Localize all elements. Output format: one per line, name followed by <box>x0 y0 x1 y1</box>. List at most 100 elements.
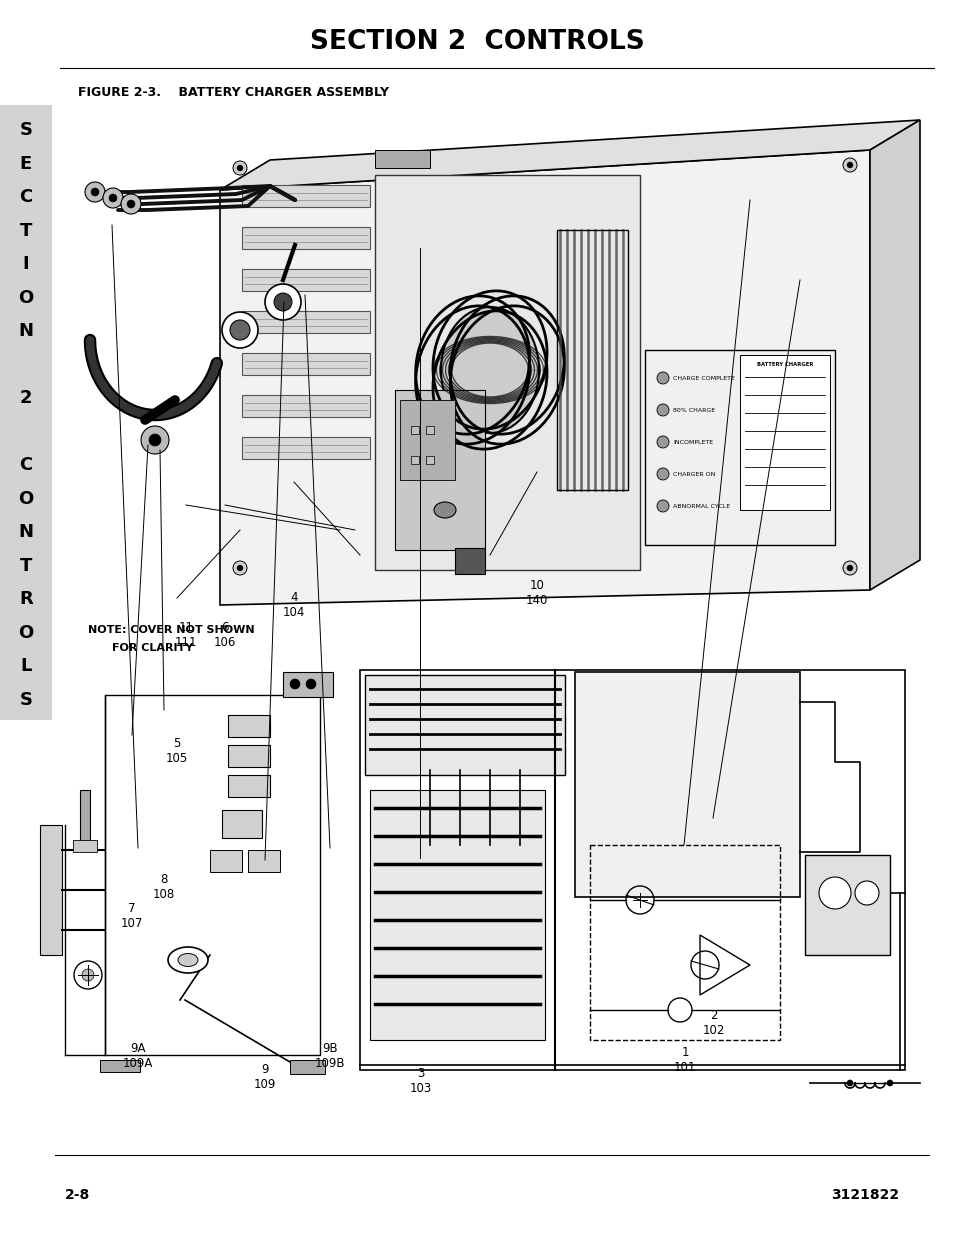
Text: S: S <box>19 692 32 709</box>
Bar <box>242 269 370 291</box>
Bar <box>222 810 262 839</box>
Text: SECTION 2  CONTROLS: SECTION 2 CONTROLS <box>310 28 643 56</box>
Text: T: T <box>20 557 32 574</box>
Bar <box>0 105 52 720</box>
Text: T: T <box>20 221 32 240</box>
Circle shape <box>236 165 243 170</box>
Bar <box>365 676 564 776</box>
Text: 5
105: 5 105 <box>165 737 188 764</box>
Ellipse shape <box>440 308 538 433</box>
Polygon shape <box>869 120 919 590</box>
Bar <box>375 149 430 168</box>
Text: N: N <box>18 322 33 340</box>
Bar <box>426 426 434 433</box>
Circle shape <box>657 468 668 480</box>
Text: CHARGER ON: CHARGER ON <box>672 472 715 477</box>
Circle shape <box>274 293 292 311</box>
Circle shape <box>854 881 878 905</box>
Text: O: O <box>18 289 33 306</box>
Text: FOR CLARITY: FOR CLARITY <box>112 643 193 653</box>
Bar <box>105 695 319 1055</box>
Circle shape <box>846 162 852 168</box>
Bar <box>242 437 370 459</box>
Text: 2
102: 2 102 <box>701 1009 724 1036</box>
Text: 3
103: 3 103 <box>409 1067 432 1094</box>
Bar <box>73 840 97 852</box>
Bar <box>370 790 544 1040</box>
Bar <box>399 400 455 480</box>
Text: 11
111: 11 111 <box>174 621 197 648</box>
Bar <box>395 390 484 550</box>
Circle shape <box>127 200 135 207</box>
Text: INCOMPLETE: INCOMPLETE <box>672 440 713 445</box>
Bar <box>248 850 280 872</box>
Bar <box>589 845 780 1040</box>
Circle shape <box>657 500 668 513</box>
Circle shape <box>222 312 257 348</box>
Bar <box>228 776 270 797</box>
Text: R: R <box>19 590 32 609</box>
Circle shape <box>141 426 169 454</box>
Text: 3121822: 3121822 <box>830 1188 898 1202</box>
Text: FIGURE 2-3.    BATTERY CHARGER ASSEMBLY: FIGURE 2-3. BATTERY CHARGER ASSEMBLY <box>78 85 389 99</box>
Bar <box>242 185 370 207</box>
Bar <box>375 175 639 571</box>
Text: 4
104: 4 104 <box>282 592 305 619</box>
Bar <box>359 671 904 1070</box>
Circle shape <box>657 404 668 416</box>
Circle shape <box>149 433 161 446</box>
Circle shape <box>236 564 243 571</box>
Text: 7
107: 7 107 <box>120 903 143 930</box>
Bar <box>575 672 800 897</box>
Circle shape <box>74 961 102 989</box>
Bar <box>242 227 370 249</box>
Bar <box>40 825 62 955</box>
Bar <box>242 395 370 417</box>
Text: C: C <box>19 456 32 474</box>
Circle shape <box>657 436 668 448</box>
Text: O: O <box>18 490 33 508</box>
Bar <box>804 855 889 955</box>
Bar <box>242 311 370 333</box>
Text: 2-8: 2-8 <box>65 1188 91 1202</box>
Circle shape <box>846 564 852 571</box>
Circle shape <box>82 969 94 981</box>
Text: CHARGE COMPLETE: CHARGE COMPLETE <box>672 375 734 380</box>
Bar <box>100 1060 140 1072</box>
Polygon shape <box>220 120 919 190</box>
Text: 8
108: 8 108 <box>152 873 175 900</box>
Circle shape <box>306 679 315 689</box>
Circle shape <box>233 561 247 576</box>
Bar <box>228 745 270 767</box>
Text: N: N <box>18 524 33 541</box>
Bar <box>290 1060 325 1074</box>
Bar <box>557 230 627 490</box>
Text: 9
109: 9 109 <box>253 1063 276 1091</box>
Bar <box>242 353 370 375</box>
Circle shape <box>657 372 668 384</box>
Circle shape <box>103 188 123 207</box>
Circle shape <box>109 194 117 203</box>
Circle shape <box>842 561 856 576</box>
Ellipse shape <box>168 947 208 973</box>
Circle shape <box>290 679 299 689</box>
Circle shape <box>233 161 247 175</box>
Text: BATTERY CHARGER: BATTERY CHARGER <box>756 363 812 368</box>
Bar <box>228 715 270 737</box>
Text: 10
140: 10 140 <box>525 579 548 606</box>
Text: NOTE: COVER NOT SHOWN: NOTE: COVER NOT SHOWN <box>88 625 254 635</box>
Polygon shape <box>220 149 869 605</box>
Text: S: S <box>19 121 32 140</box>
Bar <box>455 548 484 574</box>
Text: O: O <box>18 624 33 642</box>
Circle shape <box>230 320 250 340</box>
Bar <box>210 850 242 872</box>
Bar <box>644 350 834 545</box>
Text: 80% CHARGE: 80% CHARGE <box>672 408 715 412</box>
Circle shape <box>91 188 99 196</box>
Text: L: L <box>20 657 31 676</box>
Text: E: E <box>20 154 32 173</box>
Text: ABNORMAL CYCLE: ABNORMAL CYCLE <box>672 504 729 509</box>
Circle shape <box>265 284 301 320</box>
Bar <box>426 456 434 464</box>
